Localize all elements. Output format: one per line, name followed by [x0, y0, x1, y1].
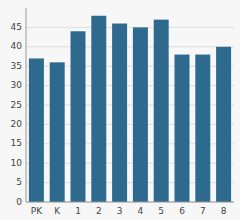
bar — [29, 58, 44, 202]
y-tick-label: 40 — [11, 41, 23, 51]
y-tick-label: 35 — [11, 61, 22, 71]
chart-container: 051015202530354045PKK12345678 — [0, 0, 240, 220]
x-axis: PK K 1 2 3 4 5 6 7 8 — [26, 202, 234, 216]
bars — [29, 16, 231, 202]
x-tick-label: 4 — [138, 206, 144, 216]
y-tick-label: 10 — [11, 158, 23, 168]
y-tick-label: 5 — [16, 177, 22, 187]
y-tick-label: 15 — [11, 138, 22, 148]
y-tick-label: 0 — [16, 197, 22, 207]
y-tick-label: 45 — [11, 22, 22, 32]
chart-svg: 051015202530354045PKK12345678 — [0, 0, 240, 220]
grid-line — [26, 46, 234, 47]
bar — [50, 62, 65, 202]
bar — [133, 27, 148, 202]
bar — [195, 55, 210, 202]
grid-line — [26, 202, 234, 203]
y-axis: 0 5 10 15 20 25 30 35 40 45 — [11, 8, 234, 207]
y-axis-line — [26, 8, 27, 202]
x-tick-label: 5 — [158, 206, 164, 216]
x-tick-label: 6 — [179, 206, 185, 216]
x-tick-label: K — [54, 206, 61, 216]
bar — [91, 16, 106, 202]
bar — [154, 20, 169, 202]
x-tick-label: 2 — [96, 206, 102, 216]
grid-line — [26, 27, 234, 28]
bar — [216, 47, 231, 202]
x-tick-label: 8 — [221, 206, 227, 216]
x-axis-line — [26, 202, 234, 203]
y-tick-label: 25 — [11, 100, 22, 110]
bar — [175, 55, 190, 202]
y-tick-label: 30 — [11, 80, 23, 90]
bar — [112, 24, 127, 202]
x-tick-label: PK — [31, 206, 43, 216]
x-tick-label: 1 — [75, 206, 81, 216]
x-tick-label: 3 — [117, 206, 123, 216]
bar — [71, 31, 86, 202]
y-tick-label: 20 — [11, 119, 23, 129]
x-tick-label: 7 — [200, 206, 206, 216]
